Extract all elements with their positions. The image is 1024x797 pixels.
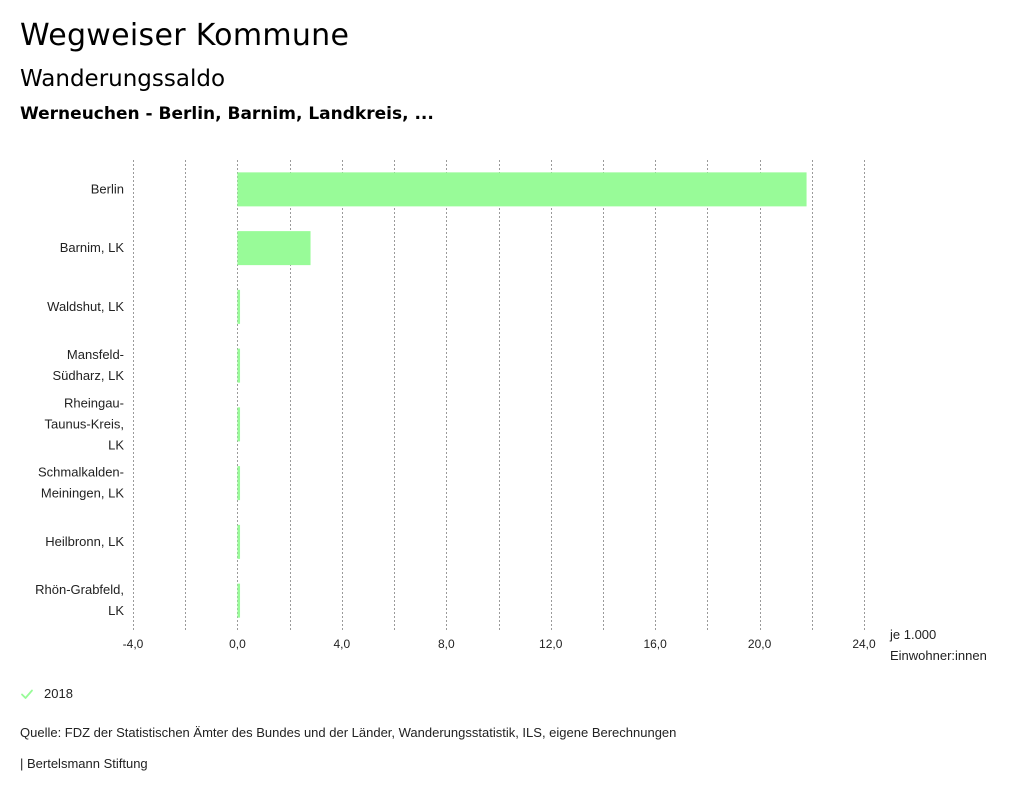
- bar-chart: Berlin Barnim, LK Waldshut, LK Mansfeld-Süd…: [35, 160, 876, 651]
- bar[interactable]: [237, 348, 241, 383]
- category-label: Heilbronn, LK: [45, 534, 124, 549]
- bar[interactable]: [237, 172, 807, 207]
- category-label: Berlin: [91, 181, 124, 196]
- x-tick-label: 16,0: [643, 637, 667, 651]
- legend-label[interactable]: 2018: [44, 686, 73, 701]
- x-tick-label: 8,0: [438, 637, 455, 651]
- x-axis-unit-line-1: je 1.000: [890, 627, 937, 642]
- bar[interactable]: [237, 407, 241, 442]
- bar[interactable]: [237, 583, 241, 618]
- legend: 2018: [20, 686, 73, 701]
- x-tick-label: 4,0: [334, 637, 351, 651]
- location-subtitle: Werneuchen - Berlin, Barnim, Landkreis, …: [20, 104, 434, 124]
- grid-lines: [133, 160, 865, 630]
- category-label: Rhön-Grabfeld, LK: [35, 582, 124, 618]
- bar[interactable]: [237, 524, 241, 559]
- chart-subtitle: Wanderungssaldo: [20, 66, 226, 92]
- credit-note: | Bertelsmann Stiftung: [20, 756, 148, 771]
- x-tick-label: 20,0: [748, 637, 772, 651]
- category-labels: Berlin Barnim, LK Waldshut, LK Mansfeld-Süd…: [35, 181, 124, 618]
- category-label: Schmalkalden-Meiningen, LK: [38, 465, 124, 501]
- category-label: Mansfeld-Südharz, LK: [52, 347, 124, 383]
- bar[interactable]: [237, 466, 241, 501]
- x-axis-unit: je 1.000 Einwohner:innen: [890, 624, 987, 666]
- check-icon[interactable]: [20, 687, 34, 701]
- bar[interactable]: [237, 231, 311, 266]
- chart-title: Wegweiser Kommune: [20, 18, 350, 53]
- bars: [237, 172, 807, 618]
- category-label: Barnim, LK: [60, 240, 125, 255]
- bar[interactable]: [237, 289, 241, 324]
- source-note: Quelle: FDZ der Statistischen Ämter des …: [20, 725, 677, 740]
- x-axis-unit-line-2: Einwohner:innen: [890, 648, 987, 663]
- x-tick-label: 24,0: [852, 637, 876, 651]
- category-label: Waldshut, LK: [47, 299, 124, 314]
- x-tick-labels: -4,0 0,0 4,0 8,0 12,0 16,0 20,0 24,0: [123, 637, 876, 651]
- category-label: Rheingau-Taunus-Kreis, LK: [45, 395, 125, 452]
- x-tick-label: 0,0: [229, 637, 246, 651]
- x-tick-label: -4,0: [123, 637, 144, 651]
- x-tick-label: 12,0: [539, 637, 563, 651]
